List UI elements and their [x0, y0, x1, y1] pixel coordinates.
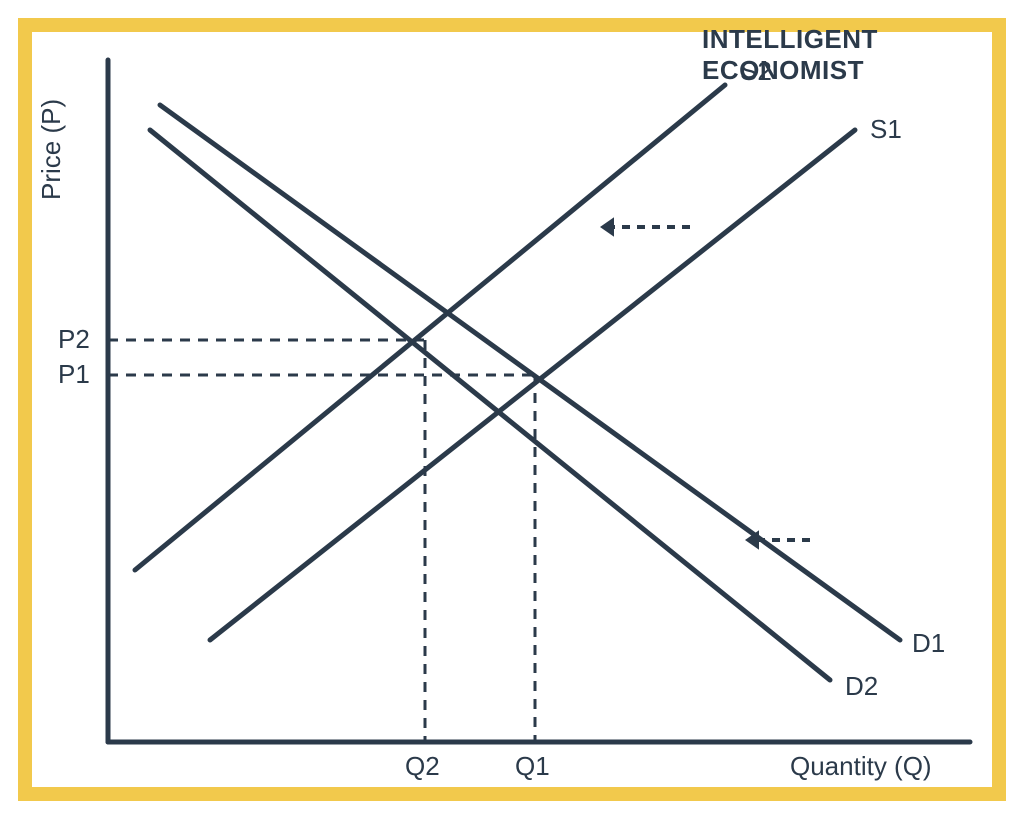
- shift-arrow-head-1: [600, 217, 614, 237]
- qty-label-q2: Q2: [405, 751, 440, 781]
- x-axis-label: Quantity (Q): [790, 751, 932, 781]
- supply-demand-chart: Quantity (Q) Price (P) S1 S2 D1 D2 P1 Q1 P2 Q2: [0, 0, 1024, 819]
- curve-d2: [150, 130, 830, 680]
- curve-label-d2: D2: [845, 671, 878, 701]
- curves-group: [135, 85, 900, 680]
- qty-label-q1: Q1: [515, 751, 550, 781]
- curve-s1: [210, 130, 855, 640]
- curve-label-s2: S2: [740, 56, 772, 86]
- curve-label-s1: S1: [870, 114, 902, 144]
- y-axis-label: Price (P): [36, 99, 66, 200]
- price-label-p2: P2: [58, 324, 90, 354]
- curve-s2: [135, 85, 725, 570]
- price-label-p1: P1: [58, 359, 90, 389]
- curve-label-d1: D1: [912, 628, 945, 658]
